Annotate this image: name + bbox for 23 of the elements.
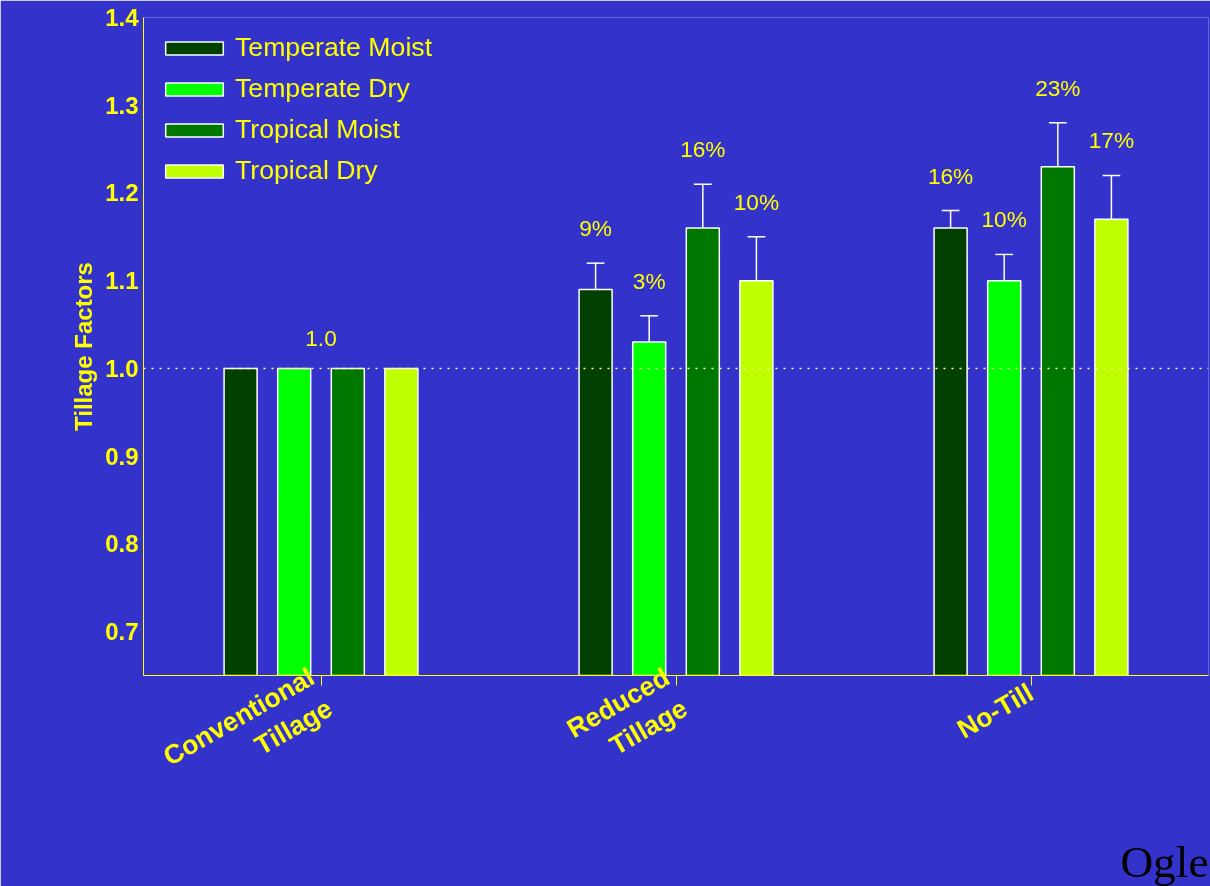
legend-label: Temperate Dry	[235, 73, 410, 104]
y-tick-label: 1.1	[105, 267, 139, 295]
legend-label: Tropical Dry	[235, 155, 378, 186]
annotation: 16%	[927, 162, 974, 189]
annotation: 10%	[733, 188, 780, 215]
annotation: 10%	[981, 206, 1027, 233]
annotation: 17%	[1088, 127, 1135, 154]
y-tick-label: 1.3	[105, 91, 139, 119]
annotation: 3%	[632, 267, 666, 294]
annotation: 23%	[1035, 74, 1081, 101]
y-tick-label: 1.2	[105, 179, 139, 207]
annotation: 16%	[680, 136, 726, 163]
y-tick-label: 1.0	[105, 354, 139, 382]
y-axis-title: Tillage Factors	[70, 262, 98, 431]
y-tick-label: 0.7	[105, 618, 139, 646]
legend-label: Temperate Moist	[235, 32, 433, 63]
annotation: 9%	[579, 215, 612, 242]
y-tick-label: 0.9	[105, 442, 139, 470]
y-tick-label: 0.8	[105, 530, 139, 558]
annotation: 1.0	[305, 325, 337, 352]
legend-label: Tropical Moist	[235, 114, 400, 145]
text: Ogle	[1120, 836, 1209, 886]
y-tick-label: 1.4	[105, 4, 140, 31]
